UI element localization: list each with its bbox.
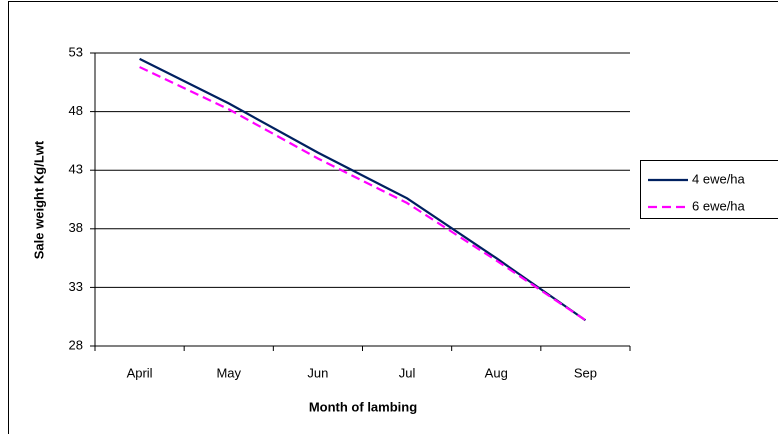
x-tick-label: Aug xyxy=(485,365,508,380)
x-axis-label: Month of lambing xyxy=(309,399,417,414)
y-tick-label: 33 xyxy=(69,279,83,294)
series-line xyxy=(139,66,587,322)
x-tick-label: April xyxy=(127,365,153,380)
y-tick-label: 43 xyxy=(69,162,83,177)
x-tick-label: Sep xyxy=(574,365,597,380)
y-tick-label: 38 xyxy=(69,220,83,235)
series-line xyxy=(139,57,587,322)
legend-label: 4 ewe/ha xyxy=(692,171,746,186)
legend-box xyxy=(640,160,778,219)
y-tick-label: 53 xyxy=(69,44,83,59)
y-tick-label: 48 xyxy=(69,103,83,118)
y-tick-label: 28 xyxy=(69,337,83,352)
x-tick-label: May xyxy=(216,365,241,380)
x-tick-label: Jun xyxy=(307,365,328,380)
legend-label: 6 ewe/ha xyxy=(692,198,746,213)
x-tick-label: Jul xyxy=(399,365,416,380)
y-axis-label: Sale weight Kg/Lwt xyxy=(31,140,46,259)
